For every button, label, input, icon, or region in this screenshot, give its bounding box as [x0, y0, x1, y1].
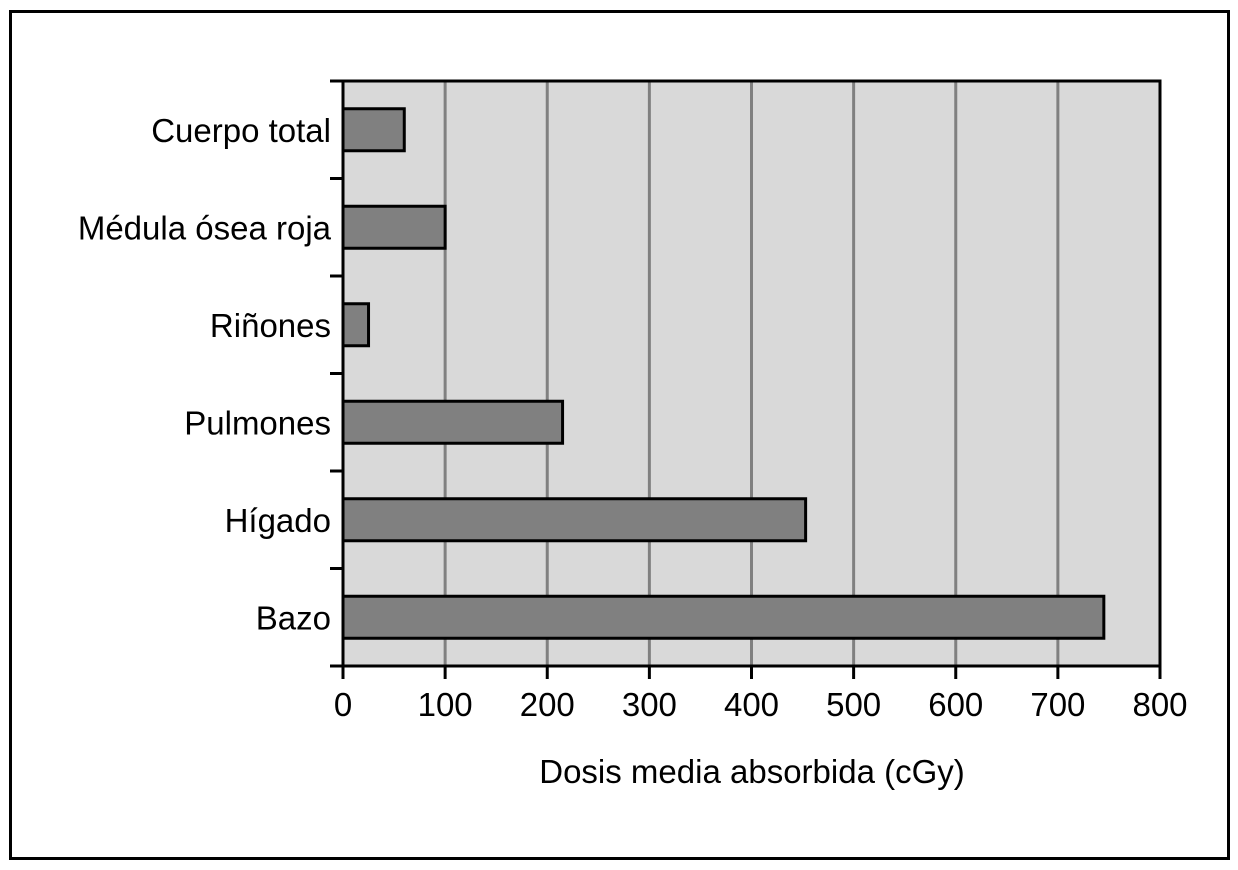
x-tick-label-1: 100 — [418, 686, 473, 723]
y-category-label-2: Riñones — [210, 307, 331, 344]
y-category-label-5: Bazo — [256, 599, 331, 636]
y-category-label-0: Cuerpo total — [151, 112, 331, 149]
x-tick-label-2: 200 — [520, 686, 575, 723]
gridlines — [443, 81, 1060, 666]
bar-3 — [341, 399, 565, 445]
x-tick-label-3: 300 — [622, 686, 677, 723]
x-tick-label-6: 600 — [928, 686, 983, 723]
bar-1 — [341, 204, 447, 250]
x-tick-label-8: 800 — [1132, 686, 1187, 723]
y-category-label-3: Pulmones — [184, 404, 331, 441]
bar-4 — [341, 497, 808, 543]
bar-5 — [341, 594, 1106, 640]
y-category-label-1: Médula ósea roja — [78, 209, 332, 246]
x-tick-label-4: 400 — [724, 686, 779, 723]
x-tick-label-0: 0 — [334, 686, 352, 723]
x-axis-label: Dosis media absorbida (cGy) — [539, 753, 965, 790]
x-tick-labels: 0 100 200 300 400 500 600 700 800 — [334, 686, 1188, 723]
x-tick-label-5: 500 — [826, 686, 881, 723]
y-category-label-4: Hígado — [225, 502, 331, 539]
bars — [341, 107, 1106, 640]
bar-2 — [341, 302, 371, 348]
x-tick-label-7: 700 — [1030, 686, 1085, 723]
y-category-labels: Cuerpo total Médula ósea roja Riñones Pulmo… — [78, 112, 332, 637]
bar-0 — [341, 107, 406, 153]
axes — [330, 79, 1162, 679]
